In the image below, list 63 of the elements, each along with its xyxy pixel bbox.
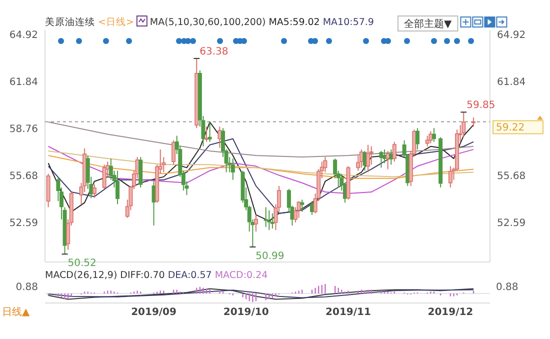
candlestick (472, 116, 476, 128)
legend-title: MA(5,10,30,60,100,200) (150, 17, 266, 28)
y-tick-label: 52.59 (9, 218, 38, 229)
text: 0.88 (16, 282, 38, 293)
text: 日线▲ (2, 306, 30, 318)
candlestick (462, 112, 466, 138)
candlestick (392, 141, 396, 162)
annotation: 63.38 (200, 46, 228, 58)
candlestick (270, 212, 274, 230)
candlestick (102, 164, 106, 190)
ref-line-label: 59.22 (496, 122, 525, 134)
y-tick-label: 58.76 (9, 124, 38, 135)
x-tick-label: 2019/09 (131, 307, 177, 318)
candlestick (116, 170, 120, 205)
y-tick-label: 61.84 (9, 77, 38, 88)
chart-subtitle: <日线> (98, 16, 134, 28)
candlestick (382, 148, 387, 164)
candlestick (428, 130, 433, 144)
y2-tick-label: 52.59 (497, 218, 526, 229)
candlestick (362, 150, 367, 172)
candlestick (218, 126, 222, 148)
candlestick (172, 140, 176, 166)
line-series (48, 155, 474, 179)
line-series (48, 122, 474, 222)
candlestick (389, 148, 394, 166)
line-series (48, 122, 474, 158)
y-tick-label: 64.92 (9, 30, 38, 42)
chart-title: 美原油连续 (45, 16, 95, 28)
candlestick (366, 144, 370, 173)
candlestick (208, 122, 212, 142)
candlestick (415, 128, 420, 150)
annotation: 50.99 (256, 250, 284, 262)
y-tick-label: 55.68 (9, 170, 38, 182)
candlestick (432, 128, 436, 142)
text: MA10:57.9 (322, 17, 374, 28)
candlestick (264, 206, 268, 228)
annotation: 50.52 (68, 258, 96, 270)
x-tick-label: 2019/12 (428, 307, 474, 318)
line-series (48, 138, 474, 214)
candlestick (254, 214, 258, 232)
x-tick-label: 2019/11 (326, 307, 371, 318)
y2-tick-label: 64.92 (497, 30, 526, 42)
candlestick (425, 135, 430, 147)
x-tick-label: 2019/10 (223, 307, 269, 318)
annotation: 59.85 (466, 100, 496, 112)
series-label: DIFF:0.70 (120, 270, 165, 281)
y2-tick-label: 61.84 (497, 77, 526, 88)
candlestick (379, 150, 384, 168)
candlestick (92, 184, 96, 199)
series-label: DEA:0.57 (168, 270, 212, 281)
candlestick (296, 200, 301, 218)
annotation: 全部主题▼ (404, 18, 452, 30)
candlestick (300, 199, 304, 212)
text: 0.88 (496, 282, 518, 293)
text: MA5:59.02 (268, 17, 320, 28)
candlestick (448, 166, 452, 188)
series-label: MACD:0.24 (214, 270, 268, 281)
y2-tick-label: 55.68 (497, 170, 526, 182)
candlestick (267, 210, 272, 231)
chart-title: MACD(26,12,9) (45, 270, 118, 281)
candlestick (230, 158, 235, 180)
line-series (48, 150, 474, 178)
line-series (48, 146, 474, 194)
